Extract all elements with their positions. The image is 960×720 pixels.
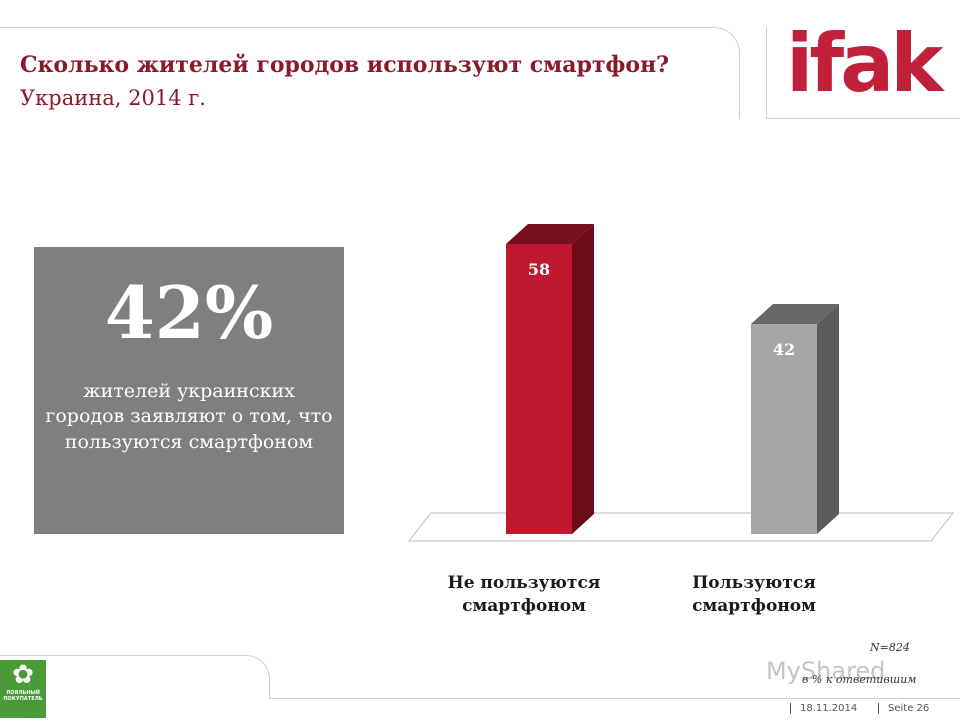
page-title: Сколько жителей городов используют смарт…	[20, 52, 670, 78]
logo-frame-divider	[766, 27, 767, 119]
footer-frame-line	[269, 698, 960, 699]
loyal-buyer-badge: ✿ ЛОЯЛЬНЫЙ ПОКУПАТЕЛЬ	[0, 660, 46, 718]
bar-side	[817, 304, 839, 534]
footer-separator	[790, 703, 791, 714]
bar	[506, 244, 572, 534]
watermark: MyShared	[766, 657, 886, 685]
highlight-panel: 42% жителей украинских городов заявляют …	[34, 247, 344, 534]
bar-top	[506, 224, 594, 244]
logo-frame-bottom	[766, 118, 960, 119]
category-label-line: смартфоном	[692, 595, 816, 616]
bar-side	[572, 224, 594, 534]
category-label-line: Не пользуются	[447, 573, 601, 593]
highlight-value: 42%	[104, 270, 274, 355]
footer-page: Seite 26	[888, 703, 930, 714]
data-label: 42	[773, 340, 795, 359]
category-label-line: смартфоном	[462, 595, 586, 616]
footer-frame	[0, 655, 270, 699]
category-label-users: Пользуются смартфоном	[654, 572, 854, 618]
person-icon: ✿	[12, 660, 34, 690]
footer-separator	[878, 703, 879, 714]
bar	[751, 324, 817, 534]
sample-size: N=824	[870, 641, 910, 654]
chart-floor	[407, 512, 955, 542]
footer-date: 18.11.2014	[800, 703, 858, 714]
page-subtitle: Украина, 2014 г.	[20, 86, 206, 110]
category-label-line: Пользуются	[692, 573, 816, 593]
bar-top	[751, 304, 839, 324]
highlight-text: жителей украинских городов заявляют о то…	[45, 379, 333, 453]
header-frame	[0, 27, 740, 119]
unit-note: в % к ответившим	[802, 673, 917, 686]
category-label-non-users: Не пользуются смартфоном	[424, 572, 624, 618]
ifak-logo: ifak	[786, 17, 943, 110]
badge-caption: ЛОЯЛЬНЫЙ	[6, 690, 40, 696]
badge-caption: ПОКУПАТЕЛЬ	[3, 696, 43, 702]
data-label: 58	[528, 260, 550, 279]
